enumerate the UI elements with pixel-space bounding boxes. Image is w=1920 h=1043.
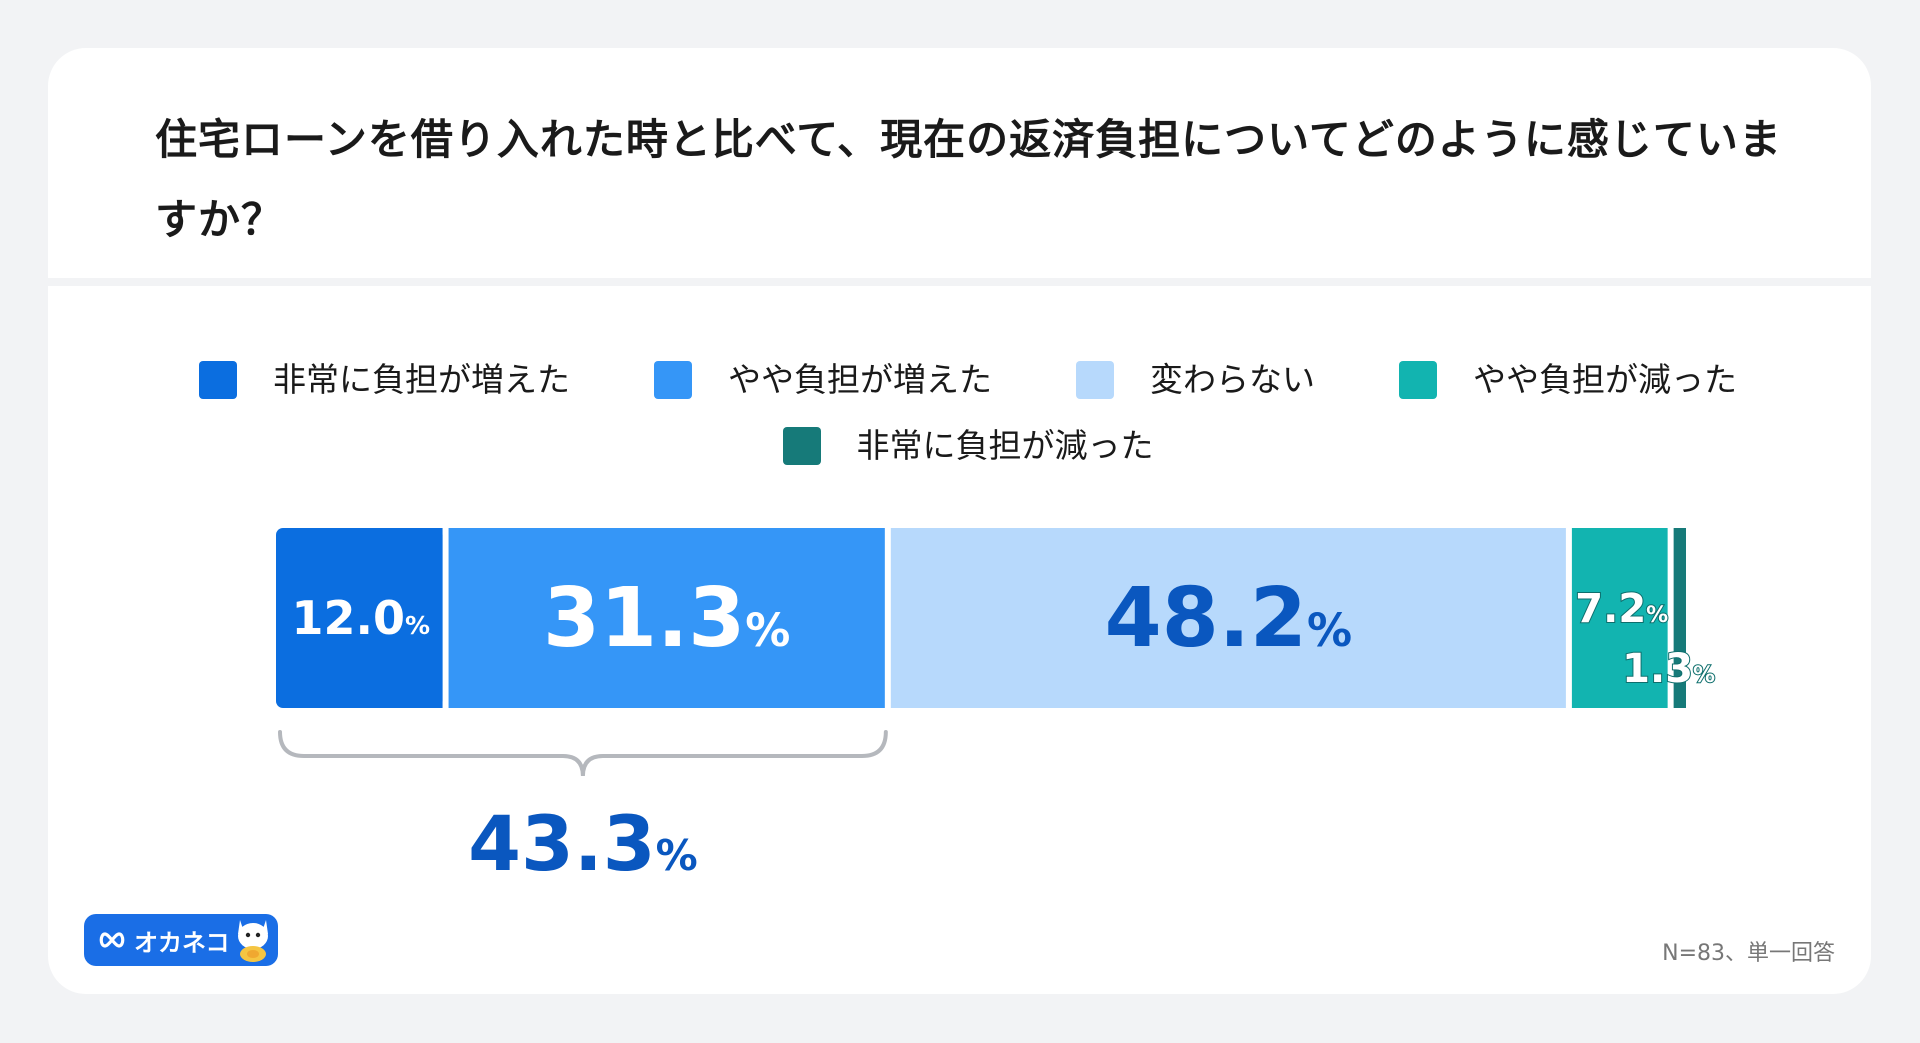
- data-label: 31.3%: [543, 571, 790, 666]
- infinity-icon: [99, 932, 125, 948]
- legend-item: やや負担が減った: [1399, 360, 1737, 400]
- legend-label: 非常に負担が減った: [856, 426, 1154, 465]
- legend-swatch: [654, 361, 692, 399]
- legend-swatch: [1076, 361, 1114, 399]
- legend-item: 非常に負担が減った: [782, 426, 1154, 466]
- legend-label: やや負担が増えた: [728, 360, 992, 399]
- sample-note: N=83、単一回答: [1662, 941, 1835, 966]
- bar-segment: [448, 528, 885, 708]
- legend-swatch: [1399, 361, 1437, 399]
- chart-legend: 非常に負担が増えた やや負担が増えた 変わらない やや負担が減った非常に負担が減った: [118, 360, 1818, 466]
- bar-segment-fill: [283, 528, 443, 708]
- data-label: 48.2%: [1105, 571, 1352, 666]
- legend-label: 非常に負担が増えた: [273, 360, 570, 399]
- data-label: 7.2%: [1575, 586, 1668, 632]
- sum-bracket: [278, 730, 888, 777]
- legend-label: 変わらない: [1150, 360, 1315, 399]
- stacked-bar-chart: 12.0% 31.3% 48.2% 7.2% 1.3% 43.3%: [276, 528, 1716, 888]
- cat-mascot-icon: [238, 920, 268, 962]
- brand-logo[interactable]: オカネコ: [84, 914, 278, 966]
- legend-swatch: [199, 361, 237, 399]
- bar-segment: [1571, 528, 1668, 708]
- bar-segment: [1673, 528, 1686, 708]
- data-label: 1.3%: [1622, 646, 1715, 692]
- bracket-total-label: 43.3%: [468, 799, 698, 888]
- data-label: 12.0%: [291, 591, 430, 645]
- section-divider: [48, 278, 1871, 286]
- bar-segment: [890, 528, 1566, 708]
- legend-item: 変わらない: [1076, 360, 1315, 400]
- legend-label: やや負担が減った: [1473, 360, 1737, 399]
- survey-card: 住宅ローンを借り入れた時と比べて、現在の返済負担についてどのように感じていますか…: [48, 48, 1871, 994]
- legend-swatch: [782, 427, 821, 465]
- brand-name: オカネコ: [134, 928, 230, 957]
- legend-item: やや負担が増えた: [654, 360, 992, 400]
- legend-item: 非常に負担が増えた: [199, 360, 570, 400]
- page-title: 住宅ローンを借り入れた時と比べて、現在の返済負担についてどのように感じていますか…: [155, 115, 1782, 244]
